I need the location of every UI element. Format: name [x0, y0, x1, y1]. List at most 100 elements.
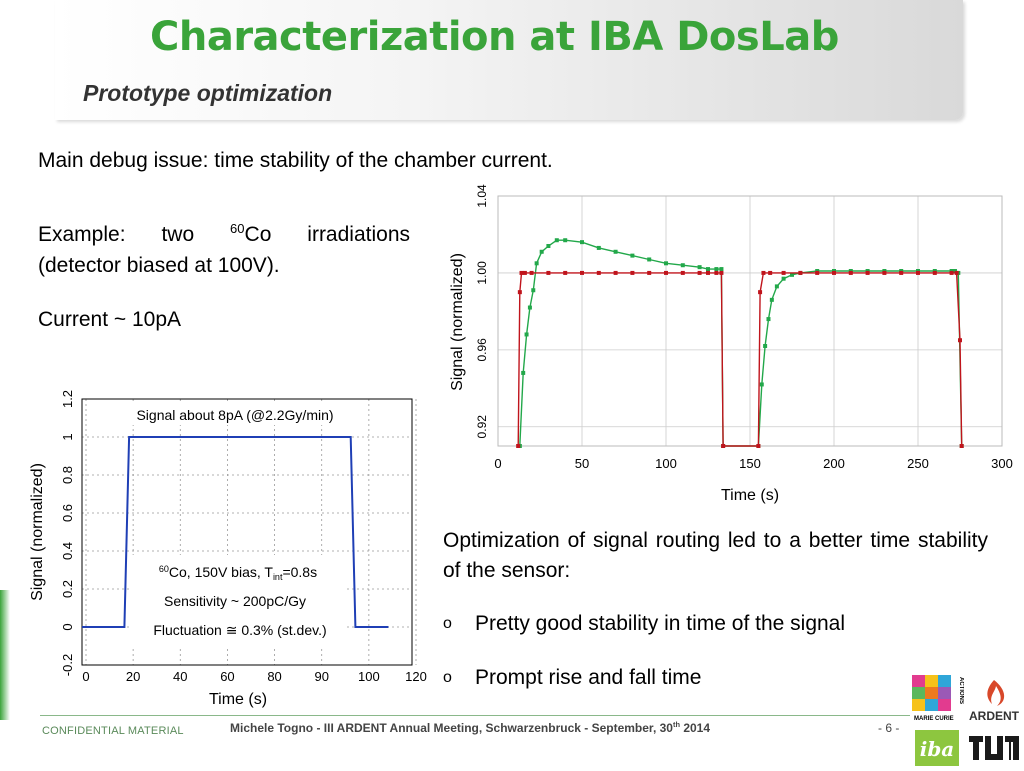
ardent-flame-icon: [987, 680, 1005, 706]
bullet-item-2: o Prompt rise and fall time: [443, 666, 701, 690]
chart-right-point: [706, 267, 710, 272]
chart-left-ytick-label: 0.4: [60, 542, 75, 560]
chart-right-point: [721, 444, 726, 448]
chart-right-yticks: 0.92 0.96 1.00 1.04: [475, 184, 489, 438]
chart-right-point: [932, 270, 937, 275]
chart-right-svg: 0.92 0.96 1.00 1.04 0 50 100 150 200 250 300 Time…: [449, 184, 1013, 504]
ardent-text: ARDENT: [969, 709, 1020, 723]
chart-right-point: [517, 290, 522, 295]
chart-right-point: [768, 270, 773, 275]
annotation-sub: int: [273, 572, 283, 582]
chart-right-xtick-label: 150: [739, 456, 761, 471]
chart-right-point: [763, 344, 768, 348]
chart-right: 0.92 0.96 1.00 1.04 0 50 100 150 200 250 300 Time…: [440, 180, 1020, 510]
chart-right-point: [546, 270, 551, 275]
chart-right-point: [832, 270, 836, 275]
chart-right-point: [769, 297, 774, 302]
chart-right-point: [539, 249, 544, 254]
chart-right-point: [554, 238, 559, 243]
chart-left-xtick-label: 60: [220, 669, 234, 684]
chart-right-point: [664, 270, 668, 275]
bullet-text-2: Prompt rise and fall time: [475, 666, 702, 689]
chart-right-point: [865, 270, 870, 275]
chart-left-xtick-label: 120: [405, 669, 427, 684]
chart-left-ytick-label: 1.2: [60, 390, 75, 408]
chart-right-point: [714, 267, 719, 272]
current-text: Current ~ 10pA: [38, 308, 182, 331]
chart-right-point: [959, 444, 964, 448]
bullet-marker-2: o: [443, 669, 452, 686]
example-pre: Example: two: [38, 223, 231, 246]
chart-right-point: [719, 270, 724, 275]
chart-right-point: [647, 270, 652, 275]
chart-right-point: [522, 270, 527, 275]
chart-left: -0.2 0 0.2 0.4 0.6 0.8 1 1.2 0 20 40 60 80 90 100 120 …: [20, 390, 430, 715]
chart-right-point: [534, 261, 539, 266]
example-line-1: Example: two 60Co irradiations: [38, 220, 410, 250]
tum-logo-svg: [965, 730, 1021, 766]
chart-left-title: Signal about 8pA (@2.2Gy/min): [136, 407, 333, 423]
footer-citation-b: 2014: [680, 721, 711, 735]
chart-right-point: [758, 290, 763, 295]
footer-citation-sup: th: [672, 720, 680, 729]
chart-left-ytick-label: 0.6: [60, 504, 75, 522]
chart-right-point: [647, 257, 652, 262]
chart-left-series-line: [82, 436, 389, 628]
footer-citation: Michele Togno - III ARDENT Annual Meetin…: [230, 721, 710, 735]
chart-right-point: [848, 270, 853, 275]
chart-left-xtick-label: 0: [82, 669, 89, 684]
chart-right-point: [714, 270, 719, 275]
chart-right-point: [774, 284, 779, 289]
chart-right-xtick-label: 100: [655, 456, 677, 471]
marie-curie-logo-svg: MARIE CURIE ACTIONS: [912, 675, 964, 722]
chart-right-point: [719, 267, 724, 272]
chart-right-series: [516, 238, 964, 448]
chart-right-xlabel: Time (s): [721, 487, 779, 504]
chart-right-point: [613, 270, 618, 275]
chart-left-annotation-bg: [130, 555, 346, 647]
chart-right-point: [790, 272, 794, 277]
chart-right-point: [761, 270, 766, 275]
chart-left-annotation-1: 60Co, 150V bias, Tint=0.8s: [159, 564, 317, 582]
chart-left-annotation-3: Fluctuation ≅ 0.3% (st.dev.): [153, 622, 326, 638]
chart-left-title-bg: [110, 403, 360, 425]
footer-citation-a: Michele Togno - III ARDENT Annual Meetin…: [230, 721, 673, 735]
tum-logo: [965, 730, 1021, 766]
chart-right-point: [756, 444, 761, 448]
chart-right-point: [706, 270, 710, 275]
chart-right-series-line: [519, 239, 963, 447]
marie-curie-logo: MARIE CURIE ACTIONS: [912, 675, 964, 725]
chart-right-point: [596, 270, 601, 275]
optimization-text: Optimization of signal routing led to a …: [443, 529, 988, 582]
chart-right-point: [954, 270, 959, 275]
chart-right-point: [697, 270, 702, 275]
chart-right-point: [798, 270, 803, 275]
chart-left-xtick-label: 40: [173, 669, 187, 684]
chart-right-point: [664, 261, 668, 266]
example-post: Co irradiations: [244, 223, 410, 246]
chart-right-point: [680, 263, 685, 268]
chart-left-xtick-label: 80: [267, 669, 281, 684]
chart-left-ytick-label: 0.8: [60, 466, 75, 484]
slide-title: Characterization at IBA DosLab: [150, 14, 839, 60]
footer-confidential: CONFIDENTIAL MATERIAL: [42, 725, 184, 737]
chart-left-xtick-label: 100: [358, 669, 380, 684]
bullet-marker-1: o: [443, 615, 452, 632]
example-sup: 60: [230, 221, 245, 236]
chart-right-point: [563, 270, 568, 275]
chart-right-xtick-label: 200: [823, 456, 845, 471]
debug-issue-text: Main debug issue: time stability of the …: [38, 149, 553, 172]
chart-right-point: [781, 276, 786, 281]
ardent-logo-svg: ARDENT: [969, 680, 1020, 723]
chart-right-point: [546, 244, 551, 248]
chart-left-ytick-label: 1: [60, 433, 75, 440]
actions-text: ACTIONS: [958, 677, 964, 704]
chart-right-point: [759, 382, 764, 387]
chart-right-point: [580, 240, 584, 245]
chart-right-point: [563, 238, 568, 243]
chart-right-xticks: 0 50 100 150 200 250 300: [494, 456, 1012, 471]
chart-right-ytick-label: 1.04: [475, 184, 489, 208]
bullet-item-1: o Pretty good stability in time of the si…: [443, 612, 845, 636]
chart-right-point: [529, 270, 534, 275]
chart-left-yticks: -0.2 0 0.2 0.4 0.6 0.8 1 1.2: [60, 390, 75, 676]
